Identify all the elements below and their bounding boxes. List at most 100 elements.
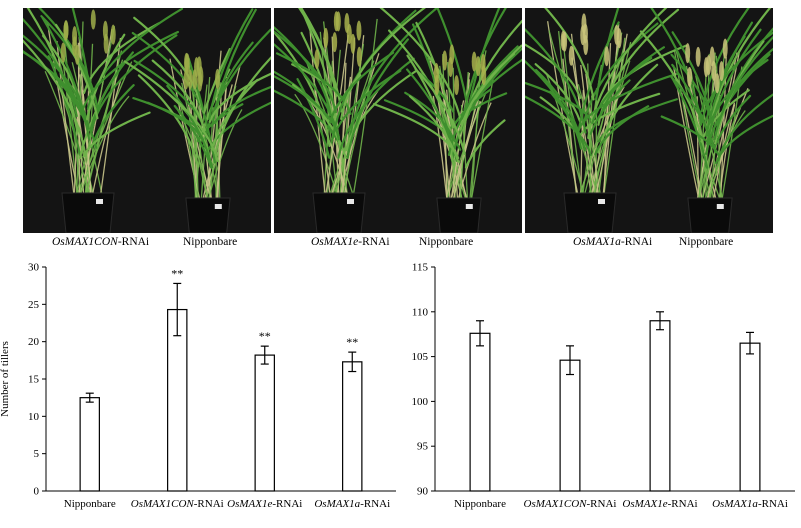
panicle (472, 52, 477, 72)
y-tick-label: 5 (34, 448, 40, 460)
bar (168, 310, 187, 491)
pot (564, 193, 616, 233)
pot-label-tag (96, 199, 103, 204)
tiller-number-chart-svg: 0 5 10 15 20 25 30 Number of tillers Nipponbare *… (0, 255, 400, 523)
panicle (184, 53, 189, 73)
y-tick-label: 105 (412, 351, 429, 363)
y-tick-label: 20 (28, 336, 40, 348)
photo-caption-rnai-line: OsMAX1a-RNAi (573, 236, 652, 248)
bar (80, 398, 99, 491)
panicle (357, 47, 362, 67)
panicle (687, 67, 692, 87)
panicle (569, 46, 574, 66)
y-tick-label: 30 (28, 262, 40, 274)
x-category-label: Nipponbare (454, 498, 506, 510)
photo-osmax1con-vs-nipponbare (23, 8, 271, 233)
panicle (715, 73, 720, 93)
pot-label-tag (347, 199, 354, 204)
panicle (103, 21, 108, 41)
x-category-label: OsMAX1e-RNAi (622, 498, 697, 510)
panicle (454, 75, 459, 95)
panicle (323, 28, 328, 48)
significance-marker: ** (346, 335, 358, 349)
caption-italic-part: OsMAX1CON (52, 236, 118, 248)
x-category-label: Nipponbare (64, 498, 116, 510)
panicle (449, 44, 454, 64)
panicle (215, 69, 220, 89)
panicle (481, 54, 486, 74)
photo-caption-control: Nipponbare (419, 236, 473, 248)
photo-caption-rnai-line: OsMAX1e-RNAi (311, 236, 390, 248)
bar (650, 321, 670, 491)
rice-plants-image (525, 8, 773, 233)
photo-osmax1e-vs-nipponbare (274, 8, 522, 233)
panicle (562, 32, 567, 52)
rice-plants-image (23, 8, 271, 233)
panicle (111, 25, 116, 45)
panicle (336, 11, 341, 31)
plant-height-chart: 9095100105110115Plant height (cm)Nipponb… (400, 255, 801, 528)
y-tick-label: 10 (28, 411, 40, 423)
y-tick-label: 25 (28, 299, 40, 311)
tiller-number-chart: 0 5 10 15 20 25 30 Number of tillers Nipponbare *… (0, 255, 400, 528)
pot (437, 198, 481, 233)
pot (688, 198, 732, 233)
rice-plants-image (274, 8, 522, 233)
y-tick-label: 95 (417, 441, 429, 453)
y-tick-label: 0 (34, 486, 40, 498)
bar (560, 360, 580, 491)
panicle (75, 45, 80, 65)
plant-height-chart-svg: 9095100105110115Plant height (cm)Nipponb… (400, 255, 801, 523)
panicle (434, 75, 439, 95)
photo-osmax1a-vs-nipponbare (525, 8, 773, 233)
pot-label-tag (215, 204, 222, 209)
panicle (332, 32, 337, 52)
x-category-label: OsMAX1e-RNAi (227, 498, 302, 510)
photo-caption-rnai-line: OsMAX1CON-RNAi (52, 236, 149, 248)
panicle (197, 56, 202, 76)
panicle (72, 26, 77, 46)
bar (740, 343, 760, 491)
panicle (696, 47, 701, 67)
panicle (704, 57, 709, 77)
x-category-label: OsMAX1a-RNAi (314, 498, 390, 510)
pot-label-tag (466, 204, 473, 209)
photo-caption-control: Nipponbare (679, 236, 733, 248)
caption-suffix: -RNAi (358, 236, 389, 248)
y-tick-label: 100 (412, 396, 429, 408)
caption-suffix: -RNAi (118, 236, 149, 248)
x-category-label: OsMAX1CON-RNAi (524, 498, 617, 510)
bar (470, 333, 490, 491)
panicle (617, 28, 622, 48)
caption-suffix: -RNAi (621, 236, 652, 248)
pot-label-tag (717, 204, 724, 209)
panicle (347, 24, 352, 44)
pot (62, 193, 114, 233)
panicle (723, 39, 728, 59)
pot (186, 198, 230, 233)
bar (343, 362, 362, 491)
y-axis-label: Number of tillers (0, 341, 11, 417)
panicle (583, 35, 588, 55)
panicle (442, 51, 447, 71)
y-tick-label: 115 (412, 262, 429, 274)
panicle (61, 43, 66, 63)
y-tick-label: 15 (28, 374, 40, 386)
panicle (685, 43, 690, 63)
panicle (63, 21, 68, 41)
panicle (356, 21, 361, 41)
y-tick-label: 90 (417, 486, 429, 498)
panicle (314, 49, 319, 69)
pot (313, 193, 365, 233)
pot-label-tag (598, 199, 605, 204)
x-category-label: OsMAX1a-RNAi (712, 498, 788, 510)
caption-italic-part: OsMAX1e (311, 236, 358, 248)
bar (255, 355, 274, 491)
panicle (91, 10, 96, 30)
significance-marker: ** (171, 266, 183, 280)
significance-marker: ** (259, 329, 271, 343)
caption-italic-part: OsMAX1a (573, 236, 621, 248)
y-tick-label: 110 (412, 306, 429, 318)
x-category-label: OsMAX1CON-RNAi (131, 498, 224, 510)
photo-caption-control: Nipponbare (183, 236, 237, 248)
